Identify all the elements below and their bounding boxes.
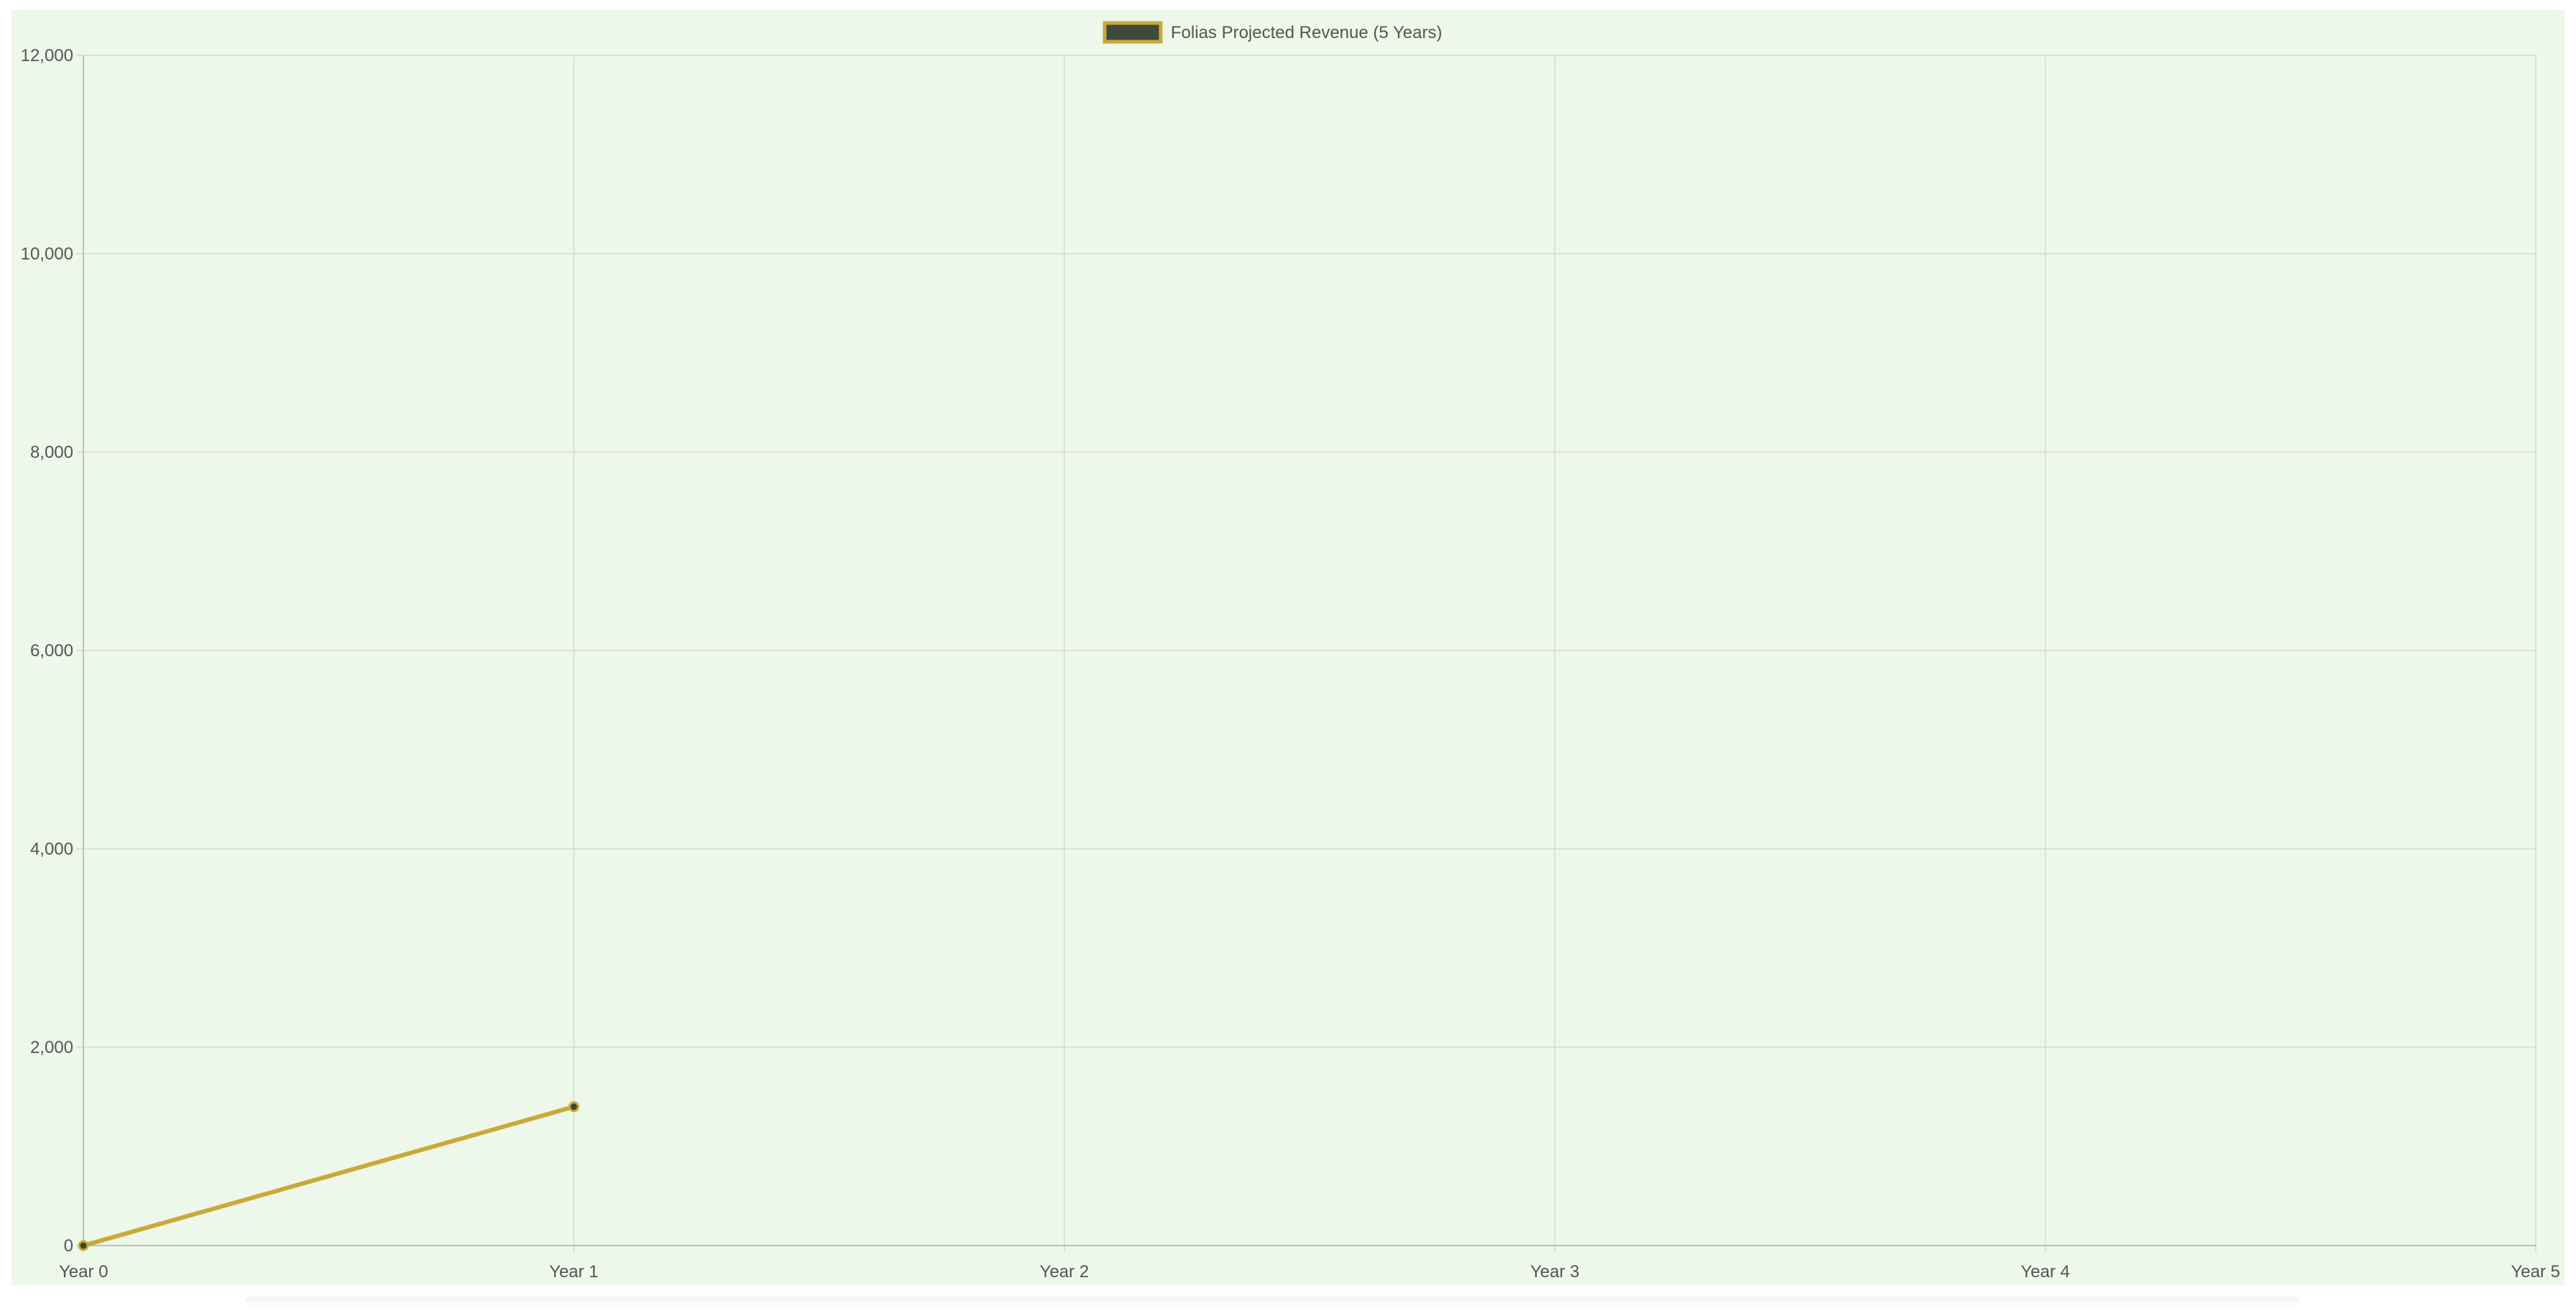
x-tick-label: Year 5 [2511,1262,2560,1282]
data-point [568,1101,579,1113]
line-chart: 0 2,000 4,000 6,000 8,000 10,000 12,000 Year 0 Y… [21,21,2560,1282]
y-tick-label: 4,000 [30,840,73,859]
x-tick-label: Year 2 [1040,1262,1090,1282]
grid [76,55,2536,1253]
y-tick-label: 6,000 [30,641,73,661]
chart-card: 0 2,000 4,000 6,000 8,000 10,000 12,000 Year 0 Y… [12,10,2564,1285]
series [78,1101,579,1251]
data-point [78,1240,89,1251]
y-tick-label: 8,000 [30,443,73,462]
x-tick-label: Year 0 [59,1262,109,1282]
x-tick-label: Year 4 [2020,1262,2070,1282]
series-line [81,1104,576,1248]
y-tick-label: 10,000 [21,244,73,264]
legend-swatch [1103,21,1163,44]
card-shadow [244,1297,2300,1308]
y-tick-label: 0 [64,1236,73,1256]
x-tick-label: Year 1 [549,1262,599,1282]
legend-label: Folias Projected Revenue (5 Years) [1171,23,1443,42]
legend[interactable]: Folias Projected Revenue (5 Years) [1103,21,1443,44]
x-tick-label: Year 3 [1530,1262,1580,1282]
axes: 0 2,000 4,000 6,000 8,000 10,000 12,000 Year 0 Y… [21,46,2560,1282]
y-tick-label: 12,000 [21,46,73,65]
y-tick-label: 2,000 [30,1038,73,1057]
